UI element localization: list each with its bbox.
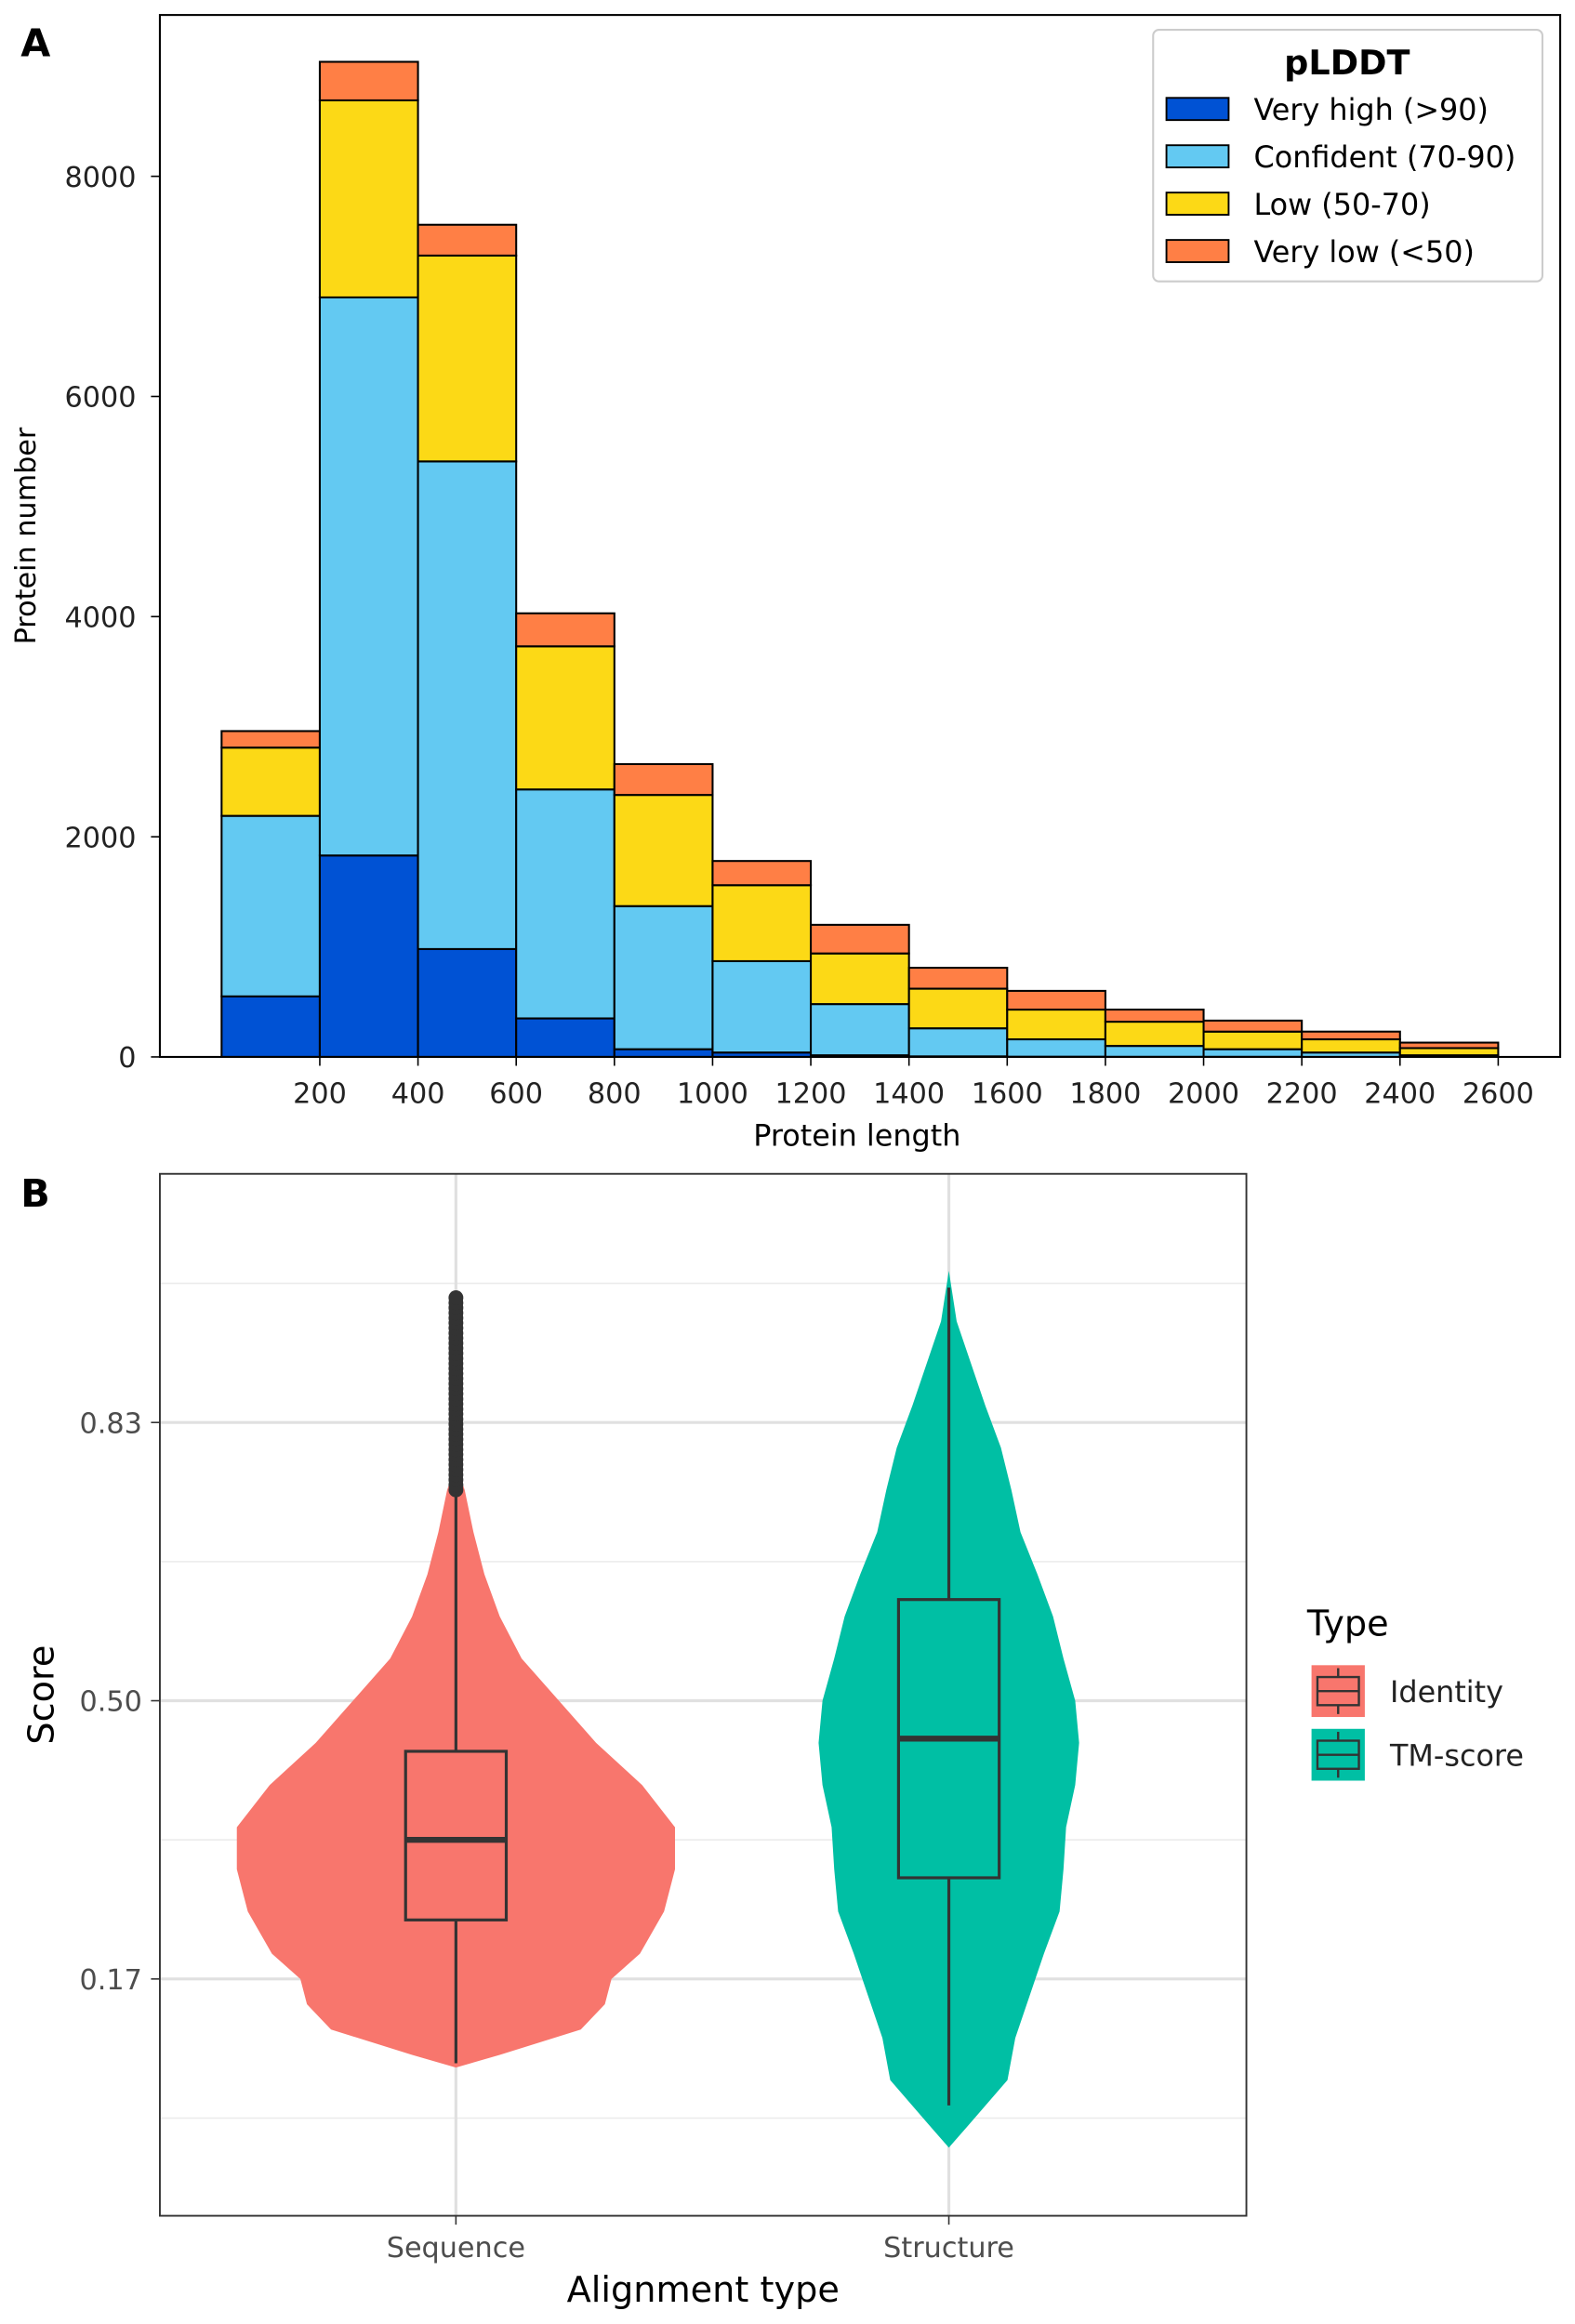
panel-label-a: A <box>20 21 50 66</box>
bar-segment-3 <box>1202 1019 1304 1033</box>
x-tick-label: 2000 <box>1168 1077 1239 1110</box>
legend-label-0: Identity <box>1390 1674 1503 1710</box>
y-ticks: 0.17 0.50 0.83 <box>79 1407 160 1997</box>
legend-title: Type <box>1306 1604 1389 1644</box>
violin-panel: 0.17 0.50 0.83 Sequence Structure Alignment… <box>21 1172 1524 2311</box>
bar-segment-2 <box>318 99 419 298</box>
y-tick-label: 2000 <box>64 822 136 854</box>
bar-segment-2 <box>417 254 518 463</box>
bar-segment-1 <box>1104 1045 1205 1058</box>
bar-segment-2 <box>613 794 714 907</box>
bar-segment-2 <box>1104 1021 1205 1048</box>
y-tick-label: 4000 <box>64 601 136 634</box>
x-tick-label: 2200 <box>1266 1077 1338 1110</box>
bar-segment-2 <box>1301 1037 1401 1054</box>
legend-label-2: Low (50-70) <box>1254 187 1431 222</box>
bar-segment-1 <box>318 296 419 857</box>
bar-segment-3 <box>1006 989 1106 1011</box>
y-axis-label: Protein number <box>10 427 43 644</box>
bar-segment-3 <box>613 762 714 797</box>
x-tick-label: Sequence <box>387 2232 525 2265</box>
x-tick-label: 1400 <box>873 1077 945 1110</box>
legend-box <box>1152 29 1544 283</box>
bar-segment-3 <box>220 730 321 749</box>
legend-label-1: TM-score <box>1389 1738 1524 1774</box>
legend-swatch-1 <box>1165 144 1230 169</box>
x-axis-label: Protein length <box>753 1117 960 1153</box>
legend-swatch-0 <box>1165 97 1230 122</box>
plot-frame <box>158 14 1562 1058</box>
bar-segment-1 <box>515 788 615 1020</box>
x-tick-label: 1800 <box>1069 1077 1141 1110</box>
y-ticks: 0 2000 4000 6000 8000 <box>64 162 160 1075</box>
bar-segment-2 <box>1398 1047 1500 1057</box>
bar-segment-0 <box>417 947 518 1058</box>
bar-segment-1 <box>711 959 813 1054</box>
bar-segment-1 <box>220 814 321 997</box>
bar-segment-0 <box>613 1048 714 1058</box>
bar-segment-1 <box>1006 1037 1106 1058</box>
plot-frame <box>158 1172 1248 2217</box>
bar-segment-3 <box>1104 1009 1205 1023</box>
bar-segment-2 <box>220 746 321 817</box>
x-tick-label: 200 <box>293 1077 347 1110</box>
bar-segment-0 <box>515 1017 615 1058</box>
y-tick-label: 6000 <box>64 382 136 415</box>
x-tick-label: 800 <box>588 1077 642 1110</box>
bar-segment-3 <box>318 60 419 101</box>
bar-segment-1 <box>417 460 518 950</box>
y-tick-label: 0.83 <box>79 1407 141 1440</box>
y-tick-label: 0.50 <box>79 1686 141 1719</box>
legend-label-0: Very high (>90) <box>1254 92 1489 127</box>
bar-segment-2 <box>1006 1009 1106 1041</box>
bar-segment-1 <box>613 905 714 1050</box>
y-tick-label: 0.17 <box>79 1964 141 1997</box>
x-tick-label: 2400 <box>1364 1077 1436 1110</box>
x-tick-label: 2600 <box>1462 1077 1534 1110</box>
bar-segment-1 <box>810 1003 910 1057</box>
bar-segment-0 <box>220 995 321 1058</box>
x-axis-label: Alignment type <box>567 2270 840 2311</box>
outlier-point <box>448 1290 464 1305</box>
x-tick-label: 1200 <box>775 1077 847 1110</box>
x-tick-label: 1600 <box>972 1077 1043 1110</box>
x-tick-label: Structure <box>883 2232 1014 2265</box>
bar-segment-1 <box>1202 1048 1304 1058</box>
legend-label-1: Confident (70-90) <box>1254 139 1516 175</box>
x-ticks: Sequence Structure <box>387 2215 1014 2265</box>
bar-segment-2 <box>907 987 1009 1030</box>
histogram-panel: 200 400 600 800 1000 1200 1400 1600 1800 2000 2200… <box>10 14 1562 1153</box>
bar-segment-0 <box>318 854 419 1058</box>
legend-label-3: Very low (<50) <box>1254 234 1475 270</box>
bar-segment-2 <box>515 645 615 791</box>
legend-swatch-3 <box>1165 239 1230 263</box>
legend: pLDDT Very high (>90) Confident (70-90) Lo… <box>1152 29 1544 283</box>
legend: Identity TM-score <box>1311 1665 1524 1781</box>
bar-segment-3 <box>1301 1030 1401 1041</box>
x-tick-label: 600 <box>489 1077 543 1110</box>
bar-segment-2 <box>1202 1030 1304 1050</box>
plot-background <box>159 1173 1247 2216</box>
bar-segment-3 <box>907 967 1009 990</box>
y-tick-label: 0 <box>118 1042 136 1075</box>
bar-segment-2 <box>810 952 910 1006</box>
y-axis-label: Score <box>21 1645 62 1745</box>
legend-swatch-2 <box>1165 191 1230 217</box>
box <box>404 1750 509 1921</box>
bar-segment-3 <box>515 612 615 648</box>
legend-title: pLDDT <box>1284 43 1410 83</box>
bar-segment-3 <box>810 923 910 955</box>
x-tick-label: 1000 <box>677 1077 748 1110</box>
bar-segment-3 <box>711 860 813 887</box>
panel-label-b: B <box>20 1171 50 1216</box>
x-ticks: 200 400 600 800 1000 1200 1400 1600 1800 2000 2200… <box>293 1056 1534 1110</box>
violins <box>236 1270 1079 2148</box>
bar-segment-3 <box>1398 1041 1500 1050</box>
bar-segment-2 <box>711 884 813 962</box>
x-tick-label: 400 <box>391 1077 445 1110</box>
bar-segment-1 <box>907 1027 1009 1058</box>
bar-segment-3 <box>417 223 518 257</box>
y-tick-label: 8000 <box>64 162 136 194</box>
